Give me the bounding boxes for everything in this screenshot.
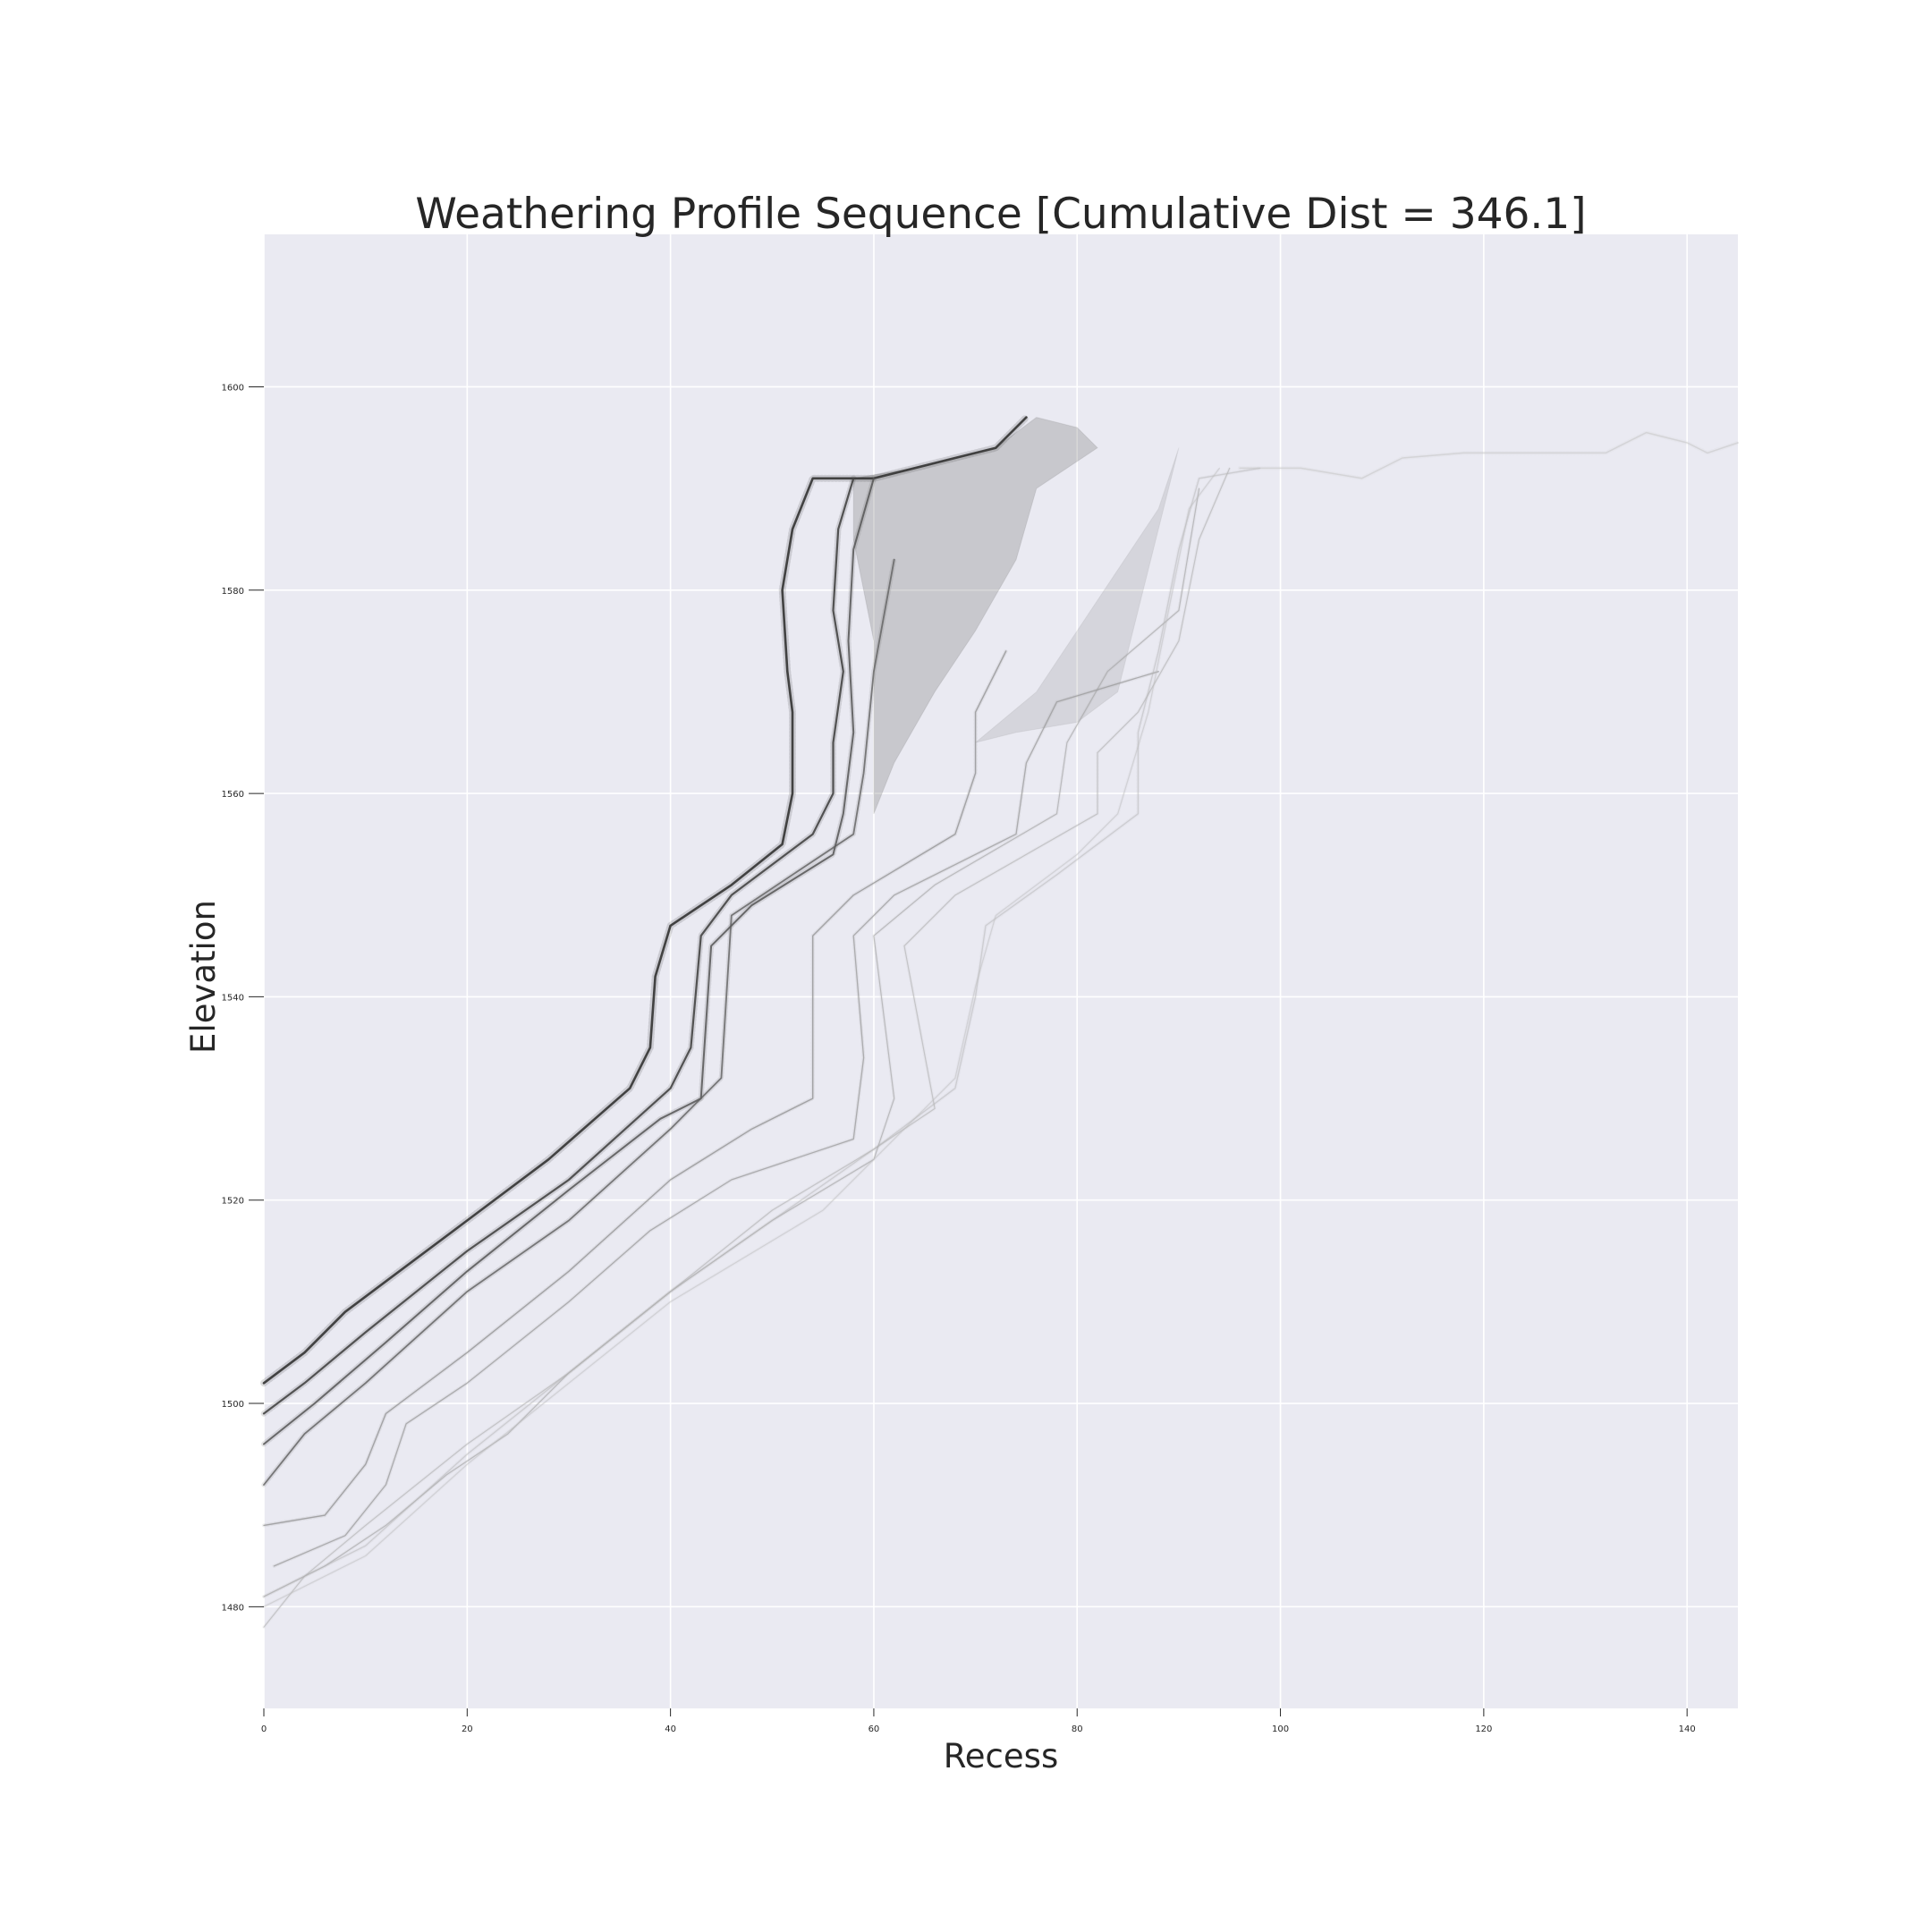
plot-area bbox=[260, 234, 1741, 1708]
y-tick-label: 1600 bbox=[222, 383, 244, 393]
profile-line bbox=[262, 416, 1028, 1385]
profile-series bbox=[260, 413, 1741, 1629]
point-cloud bbox=[975, 447, 1180, 743]
profile-line bbox=[262, 477, 855, 1415]
x-tick-label: 80 bbox=[1072, 1724, 1083, 1734]
point-cloud bbox=[852, 417, 1098, 815]
profile-line bbox=[1239, 431, 1739, 479]
y-tick-label: 1560 bbox=[222, 790, 244, 800]
profile-line bbox=[263, 467, 1231, 1628]
profile-line bbox=[273, 671, 1159, 1567]
profile-line bbox=[263, 477, 875, 1445]
y-tick-label: 1500 bbox=[222, 1400, 244, 1410]
x-tick-label: 0 bbox=[261, 1724, 267, 1734]
x-tick-label: 120 bbox=[1475, 1724, 1492, 1734]
x-tick-label: 60 bbox=[869, 1724, 880, 1734]
y-tick-label: 1540 bbox=[222, 993, 244, 1003]
profile-line bbox=[263, 558, 895, 1486]
profile-line bbox=[263, 467, 1220, 1607]
x-tick-label: 140 bbox=[1679, 1724, 1696, 1734]
chart-title: Weathering Profile Sequence [Cumulative … bbox=[415, 190, 1586, 239]
y-axis-ticks: 1480 1500 1520 1540 1560 1580 1600 bbox=[222, 383, 264, 1613]
x-axis-ticks: 0 20 40 60 80 100 120 140 bbox=[261, 1708, 1696, 1734]
x-axis-label: Recess bbox=[944, 1737, 1058, 1775]
profile-line bbox=[263, 467, 1261, 1597]
y-tick-label: 1480 bbox=[222, 1603, 244, 1613]
y-tick-label: 1580 bbox=[222, 587, 244, 597]
x-tick-label: 20 bbox=[462, 1724, 473, 1734]
y-tick-label: 1520 bbox=[222, 1197, 244, 1207]
grid-lines bbox=[263, 234, 1738, 1708]
x-tick-label: 40 bbox=[665, 1724, 676, 1734]
axes-background bbox=[264, 234, 1738, 1708]
y-axis-label: Elevation bbox=[184, 900, 223, 1054]
profile-line bbox=[263, 650, 1007, 1527]
point-clouds bbox=[852, 417, 1180, 815]
x-tick-label: 100 bbox=[1272, 1724, 1289, 1734]
